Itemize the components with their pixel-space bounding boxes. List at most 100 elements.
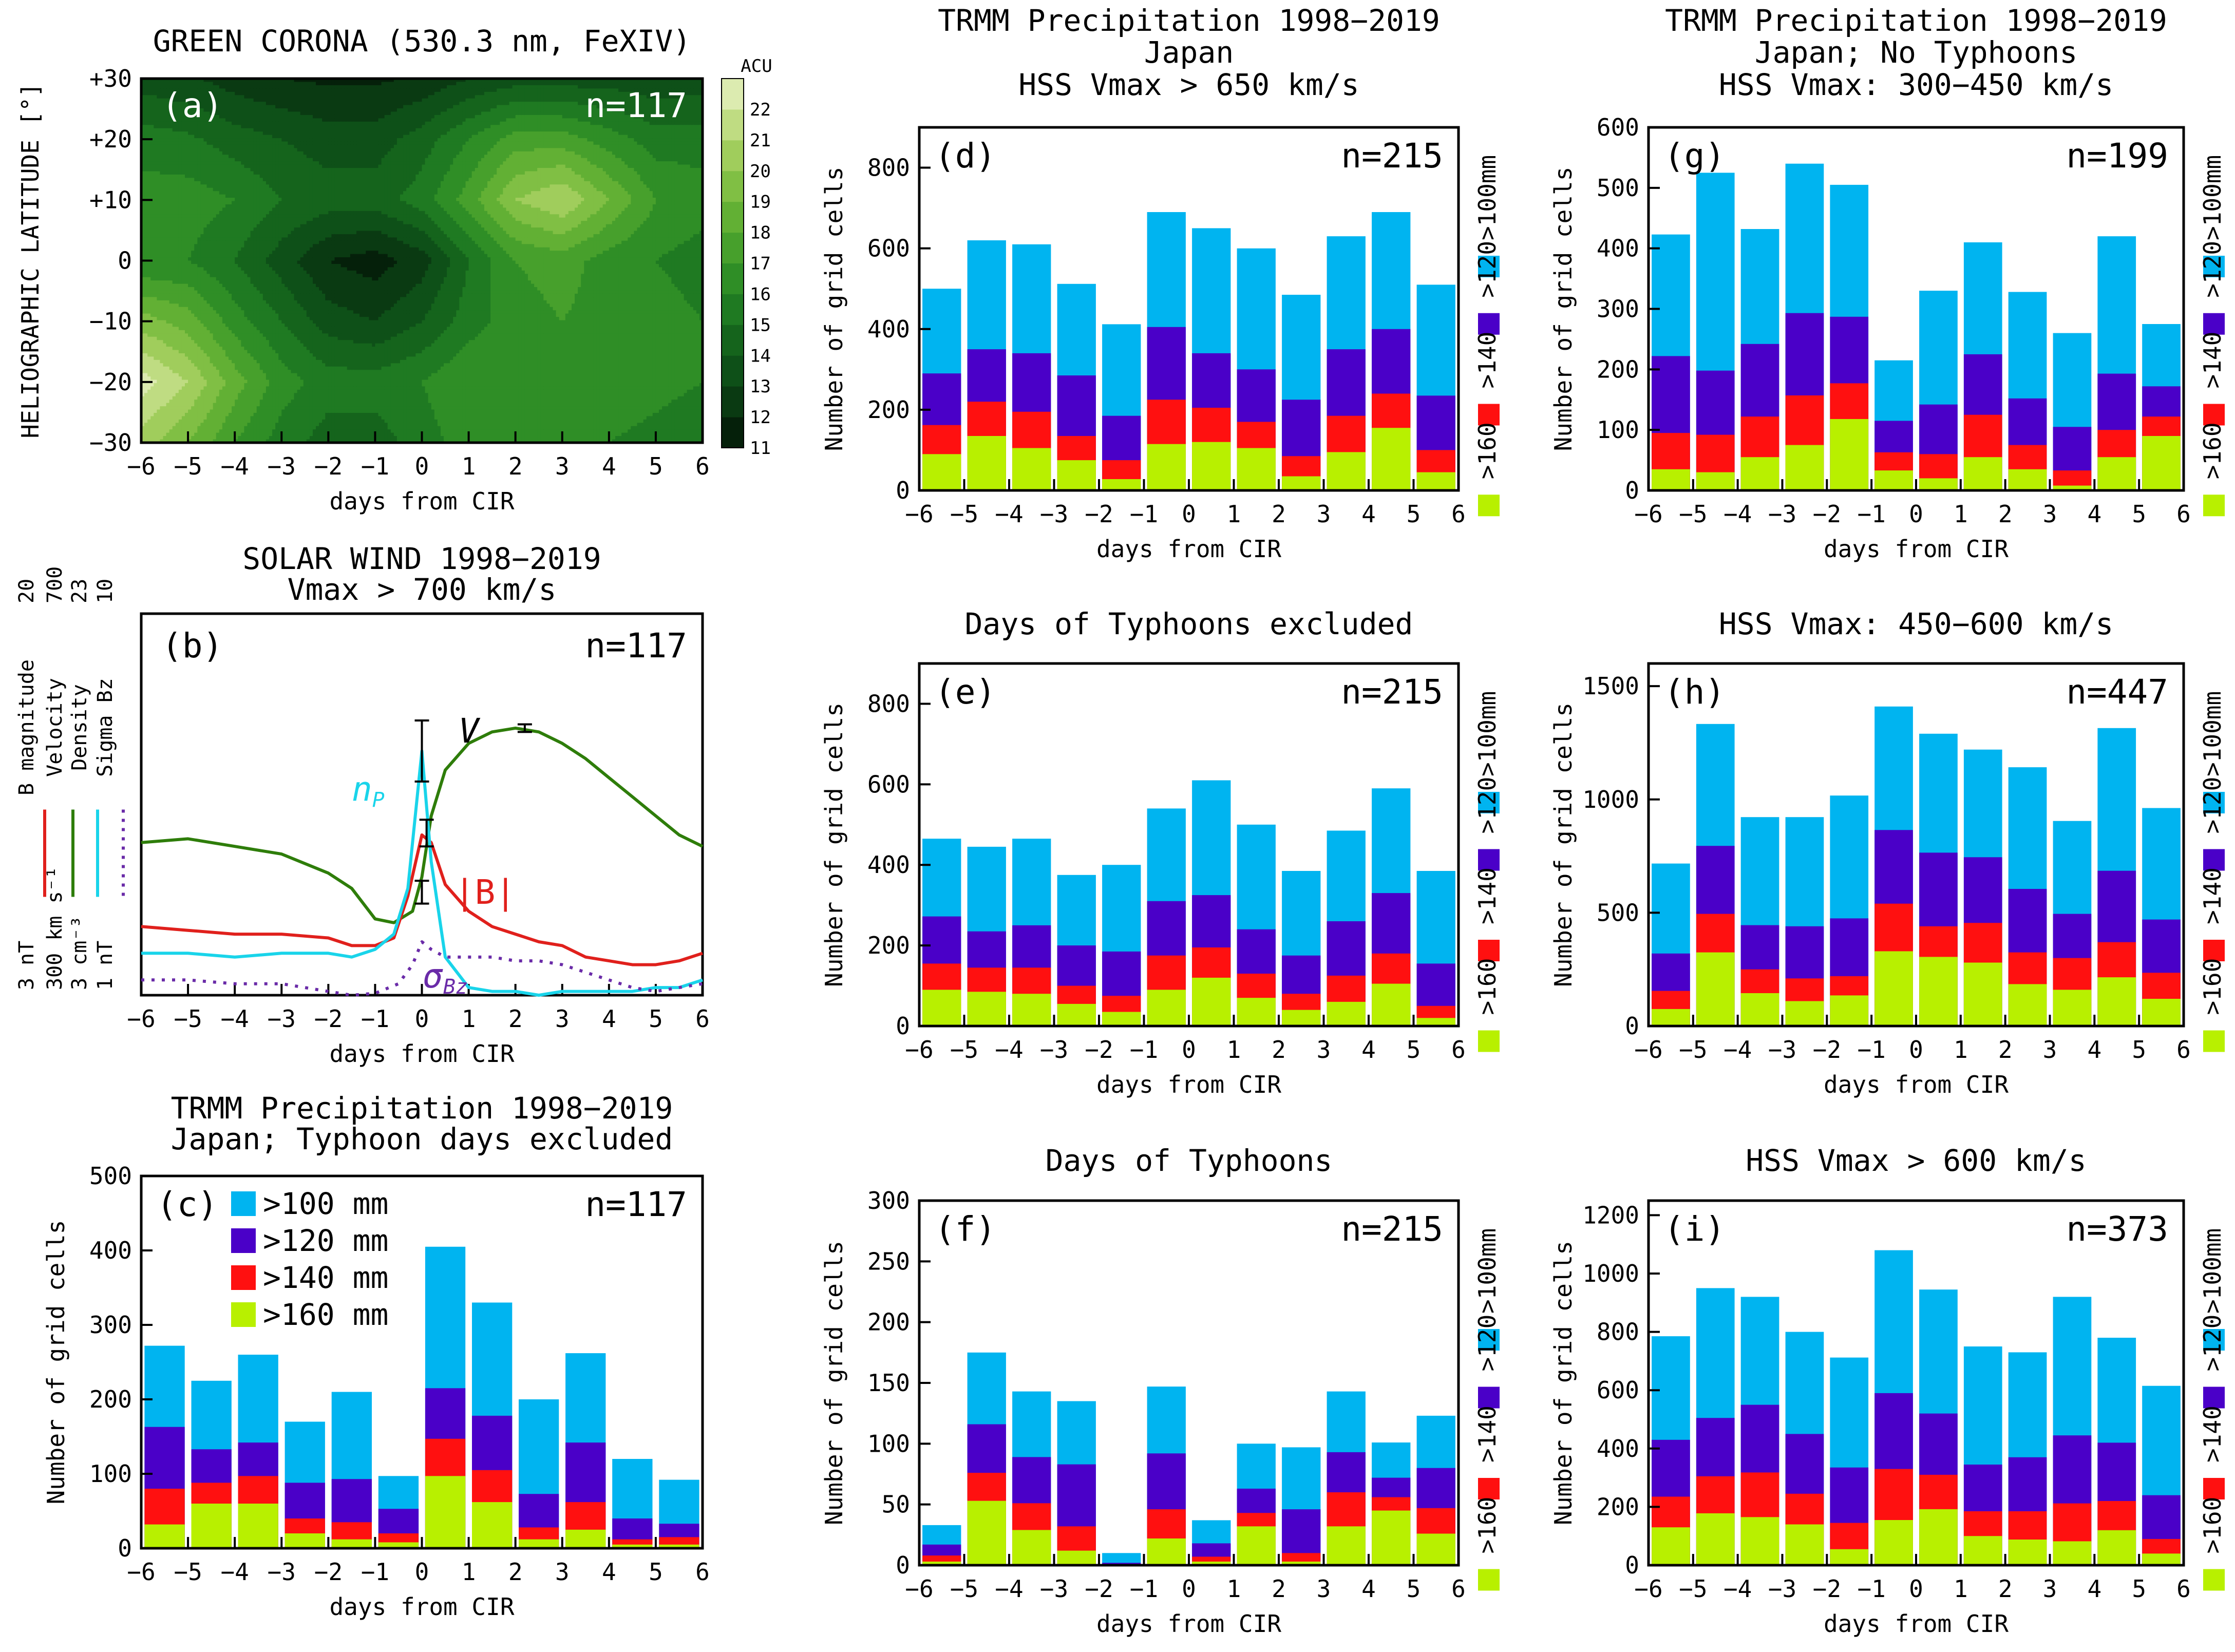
heatmap-cell	[584, 148, 588, 151]
heatmap-cell	[356, 105, 360, 109]
heatmap-cell	[378, 135, 382, 139]
heatmap-cell	[500, 105, 503, 109]
heatmap-cell	[431, 122, 435, 125]
heatmap-cell	[325, 105, 329, 109]
heatmap-cell	[578, 128, 581, 132]
heatmap-cell	[615, 125, 619, 128]
heatmap-cell	[294, 148, 298, 151]
heatmap-cell	[350, 158, 354, 162]
heatmap-cell	[150, 102, 154, 105]
heatmap-cell	[403, 115, 407, 119]
heatmap-cell	[506, 92, 509, 96]
heatmap-cell	[425, 161, 429, 165]
heatmap-cell	[534, 111, 538, 115]
heatmap-cell	[562, 168, 566, 172]
heatmap-cell	[428, 148, 432, 151]
heatmap-cell	[412, 82, 416, 85]
heatmap-cell	[241, 145, 244, 148]
heatmap-cell	[375, 92, 378, 96]
heatmap-cell	[154, 165, 157, 168]
heatmap-cell	[431, 138, 435, 142]
heatmap-cell	[182, 128, 185, 132]
heatmap-cell	[378, 148, 382, 151]
heatmap-cell	[562, 115, 566, 119]
heatmap-cell	[316, 82, 319, 85]
heatmap-cell	[375, 99, 378, 102]
heatmap-cell	[525, 122, 528, 125]
heatmap-cell	[556, 135, 560, 139]
heatmap-cell	[403, 99, 407, 102]
heatmap-cell	[419, 105, 422, 109]
heatmap-cell	[472, 122, 476, 125]
heatmap-cell	[278, 92, 282, 96]
heatmap-cell	[260, 138, 263, 142]
heatmap-cell	[484, 122, 488, 125]
heatmap-cell	[600, 141, 603, 145]
heatmap-cell	[163, 161, 167, 165]
heatmap-cell	[481, 85, 485, 89]
heatmap-cell	[650, 131, 653, 135]
heatmap-cell	[466, 115, 469, 119]
heatmap-cell	[487, 108, 491, 112]
heatmap-cell	[459, 105, 463, 109]
heatmap-cell	[382, 151, 385, 155]
heatmap-cell	[606, 165, 610, 168]
heatmap-cell	[516, 128, 519, 132]
heatmap-cell	[500, 92, 503, 96]
heatmap-cell	[241, 102, 244, 105]
heatmap-cell	[334, 145, 338, 148]
heatmap-cell	[391, 168, 394, 172]
heatmap-cell	[179, 148, 182, 151]
heatmap-cell	[378, 102, 382, 105]
heatmap-cell	[369, 102, 372, 105]
heatmap-cell	[696, 158, 700, 162]
heatmap-cell	[519, 111, 522, 115]
heatmap-cell	[509, 82, 513, 85]
heatmap-cell	[200, 141, 204, 145]
heatmap-cell	[353, 108, 357, 112]
heatmap-cell	[235, 141, 238, 145]
heatmap-cell	[581, 145, 584, 148]
heatmap-cell	[671, 165, 675, 168]
heatmap-cell	[516, 85, 519, 89]
heatmap-cell	[534, 131, 538, 135]
heatmap-cell	[475, 131, 479, 135]
heatmap-cell	[540, 131, 544, 135]
heatmap-cell	[481, 168, 485, 172]
heatmap-cell	[207, 82, 211, 85]
heatmap-cell	[378, 85, 382, 89]
heatmap-cell	[684, 155, 688, 158]
heatmap-cell	[394, 102, 397, 105]
heatmap-cell	[275, 141, 279, 145]
heatmap-cell	[490, 118, 494, 122]
heatmap-cell	[497, 155, 500, 158]
heatmap-cell	[269, 99, 273, 102]
heatmap-cell	[690, 161, 694, 165]
heatmap-cell	[696, 141, 700, 145]
heatmap-cell	[587, 128, 591, 132]
heatmap-cell	[173, 141, 176, 145]
heatmap-cell	[375, 118, 378, 122]
heatmap-cell	[562, 85, 566, 89]
heatmap-cell	[543, 85, 547, 89]
heatmap-cell	[325, 145, 329, 148]
heatmap-cell	[313, 125, 316, 128]
heatmap-cell	[157, 128, 160, 132]
heatmap-cell	[263, 161, 267, 165]
heatmap-cell	[656, 131, 659, 135]
heatmap-cell	[229, 115, 232, 119]
heatmap-cell	[525, 105, 528, 109]
heatmap-cell	[603, 145, 607, 148]
heatmap-cell	[631, 82, 634, 85]
heatmap-cell	[385, 85, 388, 89]
heatmap-cell	[434, 151, 438, 155]
heatmap-cell	[456, 165, 460, 168]
heatmap-cell	[412, 85, 416, 89]
heatmap-cell	[382, 118, 385, 122]
heatmap-cell	[438, 128, 441, 132]
heatmap-cell	[285, 138, 288, 142]
heatmap-cell	[438, 118, 441, 122]
heatmap-cell	[475, 82, 479, 85]
heatmap-cell	[369, 99, 372, 102]
heatmap-cell	[441, 151, 444, 155]
